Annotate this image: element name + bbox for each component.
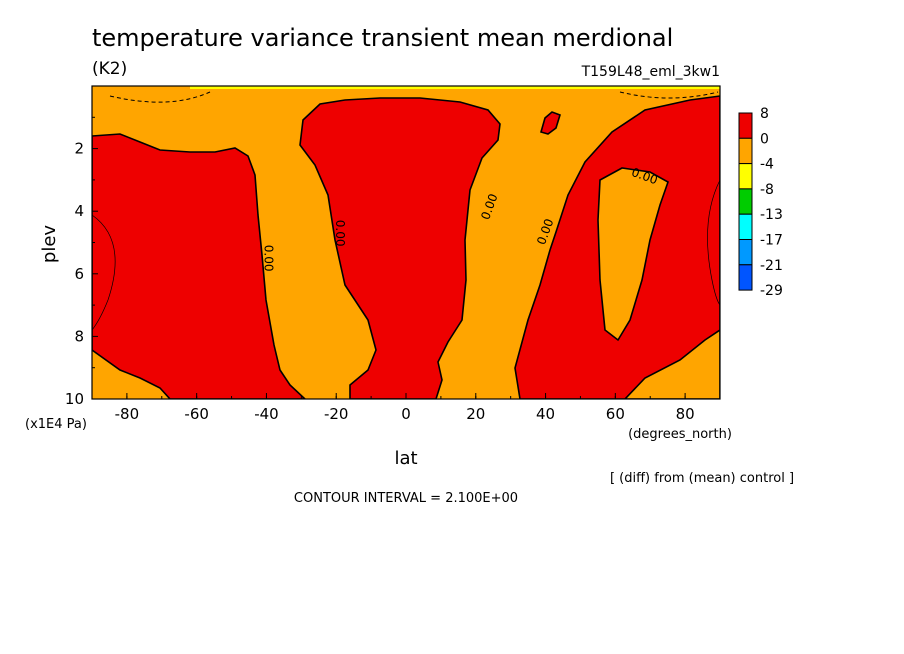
legend-swatch (738, 239, 753, 266)
chart-title: temperature variance transient mean merd… (92, 24, 673, 52)
x-tick-label: 80 (676, 405, 695, 423)
legend-label: -17 (760, 233, 783, 249)
y-axis-units: (x1E4 Pa) (25, 417, 87, 432)
y-tick-label: 2 (74, 140, 84, 158)
legend-label: 8 (760, 106, 769, 122)
y-axis-label: plev (39, 225, 60, 264)
x-axis-units: (degrees_north) (628, 427, 732, 442)
contour-field (92, 86, 720, 399)
x-tick-label: 60 (606, 405, 625, 423)
diff-note: [ (diff) from (mean) control ] (610, 471, 794, 486)
run-label: T159L48_eml_3kw1 (581, 64, 720, 80)
legend-label: -21 (760, 258, 783, 274)
colorbar-legend: 8 0 -4 -8 -13 -17 -21 -29 (738, 106, 783, 299)
negative-sliver (92, 86, 150, 104)
contour-label: 0.00 (262, 245, 276, 272)
x-tick-label: -60 (184, 405, 209, 423)
units-label: (K2) (92, 59, 127, 79)
y-axis: 2 4 6 8 10 (65, 116, 98, 408)
positive-region-equatorial (299, 97, 501, 399)
legend-swatch (738, 112, 753, 139)
legend-label: 0 (760, 131, 769, 147)
x-tick-label: 40 (536, 405, 555, 423)
legend-swatch (738, 137, 753, 165)
positive-region-blob (540, 111, 561, 135)
contour-label: 0.00 (333, 220, 347, 247)
x-tick-label: -40 (254, 405, 279, 423)
y-tick-label: 4 (74, 202, 84, 220)
x-tick-label: 20 (466, 405, 485, 423)
legend-label: -13 (760, 207, 783, 223)
contour-interval: CONTOUR INTERVAL = 2.100E+00 (294, 491, 518, 506)
positive-region-north (514, 95, 720, 399)
legend-swatch (738, 213, 753, 240)
legend-label: -4 (760, 157, 774, 173)
y-tick-label: 6 (74, 265, 84, 283)
y-tick-label: 8 (74, 327, 84, 345)
x-tick-label: -80 (115, 405, 140, 423)
x-axis-label: lat (394, 448, 417, 469)
y-tick-label: 10 (65, 390, 84, 408)
legend-swatch (738, 188, 753, 215)
legend-swatch (738, 264, 753, 291)
positive-region-south (92, 133, 307, 399)
x-tick-label: 0 (401, 405, 411, 423)
legend-label: -29 (760, 283, 783, 299)
x-tick-label: -20 (324, 405, 349, 423)
x-axis: -80 -60 -40 -20 0 20 40 60 80 (91, 393, 721, 423)
legend-label: -8 (760, 182, 774, 198)
legend-swatch (738, 163, 753, 190)
top-strip (190, 86, 720, 89)
